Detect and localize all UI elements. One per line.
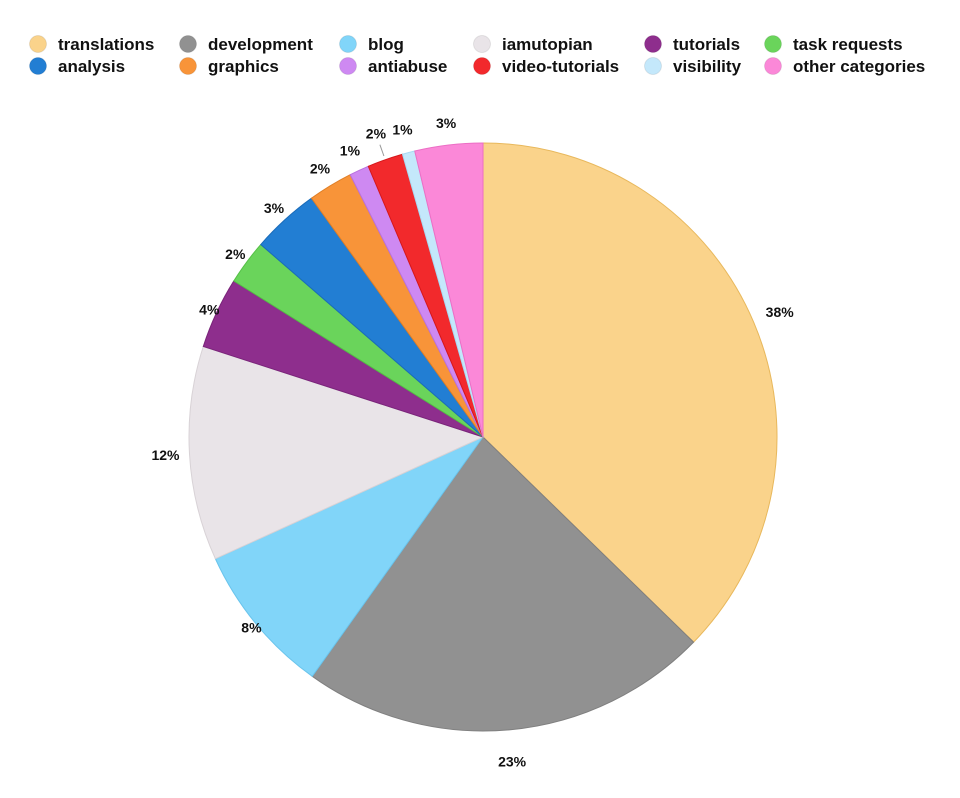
legend-label-antiabuse: antiabuse — [368, 57, 447, 76]
legend-label-tutorials: tutorials — [673, 35, 740, 54]
slice-label-antiabuse: 1% — [340, 142, 361, 158]
slice-label-blog: 8% — [241, 620, 262, 636]
slice-iamutopian[interactable] — [188, 345, 485, 560]
legend-label-other-categories: other categories — [793, 57, 925, 76]
legend-item-iamutopian[interactable]: iamutopian — [473, 35, 593, 54]
legend-label-graphics: graphics — [208, 57, 279, 76]
leader-line-video-tutorials — [379, 144, 385, 157]
legend-marker-video-tutorials — [473, 57, 491, 75]
slice-translations[interactable] — [482, 142, 778, 643]
legend: translations development blog iamutopian tut… — [29, 35, 926, 76]
legend-label-blog: blog — [368, 35, 404, 54]
legend-label-task-requests: task requests — [793, 35, 903, 54]
legend-item-graphics[interactable]: graphics — [179, 57, 279, 76]
legend-marker-tutorials — [644, 35, 662, 53]
legend-item-video-tutorials[interactable]: video-tutorials — [473, 57, 620, 76]
slice-blog[interactable] — [214, 435, 485, 678]
slice-labels: 38% 23% 8% 12% 4% 2% 3% 2% 1% 2% 1% 3% — [151, 115, 794, 770]
slice-development[interactable] — [311, 436, 695, 732]
legend-label-development: development — [208, 35, 313, 54]
slice-label-tutorials: 4% — [199, 301, 220, 317]
legend-item-task-requests[interactable]: task requests — [764, 35, 903, 54]
legend-item-antiabuse[interactable]: antiabuse — [339, 57, 448, 76]
slice-label-visibility: 1% — [392, 121, 413, 137]
slice-label-development: 23% — [498, 754, 527, 770]
legend-item-development[interactable]: development — [179, 35, 314, 54]
legend-item-tutorials[interactable]: tutorials — [644, 35, 741, 54]
legend-marker-other-categories — [764, 57, 782, 75]
pie-slices — [188, 142, 778, 732]
legend-item-other-categories[interactable]: other categories — [764, 57, 926, 76]
slice-label-other-categories: 3% — [436, 115, 457, 131]
legend-item-analysis[interactable]: analysis — [29, 57, 126, 76]
legend-label-iamutopian: iamutopian — [502, 35, 593, 54]
legend-label-analysis: analysis — [58, 57, 125, 76]
legend-marker-visibility — [644, 57, 662, 75]
legend-marker-analysis — [29, 57, 47, 75]
slice-label-translations: 38% — [766, 304, 795, 320]
legend-marker-task-requests — [764, 35, 782, 53]
slice-label-task-requests: 2% — [225, 246, 246, 262]
legend-label-translations: translations — [58, 35, 154, 54]
legend-marker-translations — [29, 35, 47, 53]
slice-other-categories[interactable] — [414, 142, 484, 438]
slice-label-iamutopian: 12% — [151, 447, 180, 463]
slice-label-graphics: 2% — [310, 161, 331, 177]
legend-item-visibility[interactable]: visibility — [644, 57, 742, 76]
legend-marker-graphics — [179, 57, 197, 75]
legend-label-visibility: visibility — [673, 57, 742, 76]
legend-item-blog[interactable]: blog — [339, 35, 404, 54]
legend-marker-development — [179, 35, 197, 53]
legend-item-translations[interactable]: translations — [29, 35, 155, 54]
legend-marker-antiabuse — [339, 57, 357, 75]
legend-marker-blog — [339, 35, 357, 53]
slice-label-analysis: 3% — [264, 200, 285, 216]
slice-label-video-tutorials: 2% — [366, 125, 387, 141]
legend-marker-iamutopian — [473, 35, 491, 53]
legend-label-video-tutorials: video-tutorials — [502, 57, 619, 76]
